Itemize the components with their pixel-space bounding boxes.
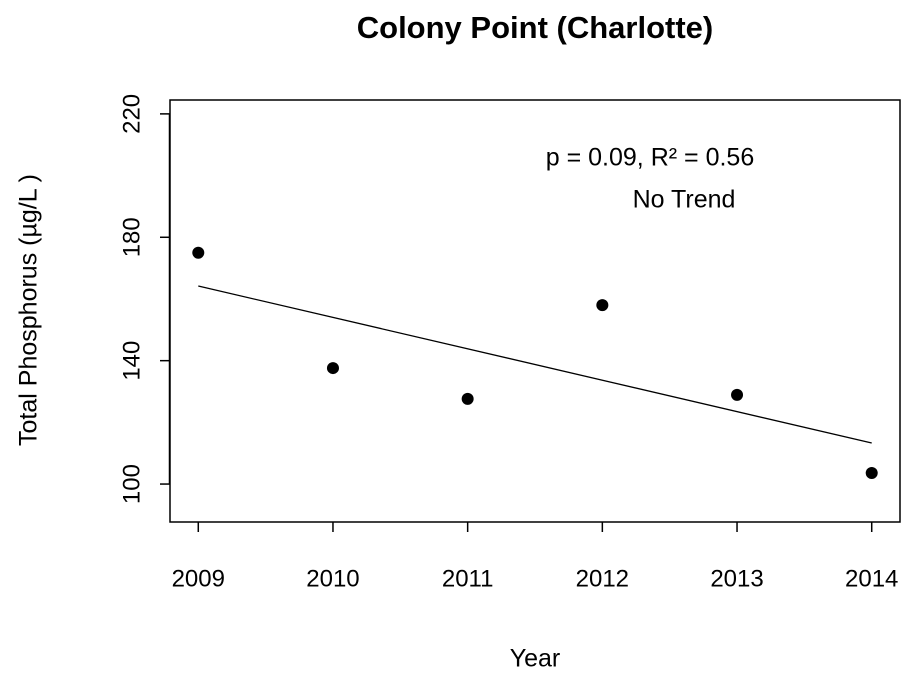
point — [326, 362, 339, 375]
x-tick-label: 2014 — [845, 565, 898, 592]
y-tick-label: 140 — [118, 341, 145, 381]
y-tick-label: 180 — [118, 217, 145, 257]
point — [731, 388, 744, 401]
x-tick-label: 2012 — [576, 565, 629, 592]
x-axis-label: Year — [510, 645, 561, 673]
annotation: p = 0.09, R² = 0.56 — [546, 144, 754, 172]
point — [596, 299, 609, 312]
x-tick-label: 2010 — [306, 565, 359, 592]
point — [865, 466, 878, 479]
trend-line — [198, 285, 872, 444]
x-tick-label: 2013 — [710, 565, 763, 592]
annotation: No Trend — [633, 186, 736, 214]
point — [192, 246, 205, 259]
y-tick-label: 100 — [118, 464, 145, 504]
chart-title: Colony Point (Charlotte) — [357, 10, 713, 45]
x-tick-label: 2009 — [172, 565, 225, 592]
point — [461, 392, 474, 405]
plot-frame — [169, 99, 901, 523]
x-tick-label: 2011 — [442, 565, 494, 592]
y-axis-label: Total Phosphorus (µg/L ) — [15, 174, 43, 446]
y-tick-label: 220 — [118, 94, 145, 134]
